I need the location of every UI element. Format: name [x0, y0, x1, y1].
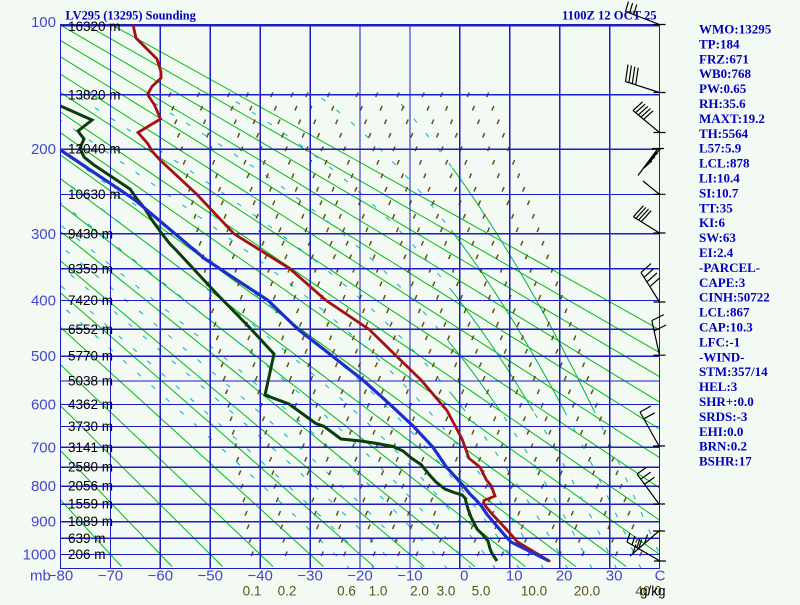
svg-text:RH:35.6: RH:35.6 — [699, 96, 746, 111]
svg-text:MAXT:19.2: MAXT:19.2 — [699, 111, 765, 126]
svg-text:0.2: 0.2 — [278, 584, 297, 599]
svg-text:EI:2.4: EI:2.4 — [699, 245, 734, 260]
svg-text:7420 m: 7420 m — [68, 293, 113, 308]
svg-text:EHI:0.0: EHI:0.0 — [699, 424, 743, 439]
svg-text:SRDS:-3: SRDS:-3 — [699, 409, 748, 424]
svg-text:LFC:-1: LFC:-1 — [699, 334, 740, 349]
svg-text:1089 m: 1089 m — [68, 514, 113, 529]
svg-text:10: 10 — [506, 568, 523, 585]
svg-text:WMO:13295: WMO:13295 — [699, 22, 772, 37]
svg-text:2.0: 2.0 — [410, 584, 429, 599]
svg-text:FRZ:671: FRZ:671 — [699, 51, 749, 66]
svg-text:−20: −20 — [347, 568, 372, 585]
svg-text:−60: −60 — [148, 568, 173, 585]
svg-text:800: 800 — [31, 478, 56, 495]
svg-text:CINH:50722: CINH:50722 — [699, 290, 770, 305]
svg-text:PW:0.65: PW:0.65 — [699, 81, 747, 96]
svg-text:9430 m: 9430 m — [68, 226, 113, 241]
svg-text:C: C — [655, 568, 666, 585]
svg-text:mb: mb — [30, 568, 51, 585]
svg-text:10630 m: 10630 m — [68, 187, 121, 202]
svg-text:3.0: 3.0 — [437, 584, 456, 599]
svg-text:-WIND-: -WIND- — [699, 349, 745, 364]
svg-text:0.6: 0.6 — [337, 584, 356, 599]
svg-text:5.0: 5.0 — [472, 584, 491, 599]
svg-text:8359 m: 8359 m — [68, 261, 113, 276]
svg-text:16320 m: 16320 m — [68, 19, 121, 34]
svg-text:CAP:10.3: CAP:10.3 — [699, 320, 753, 335]
svg-text:13820 m: 13820 m — [68, 87, 121, 102]
svg-text:TT:35: TT:35 — [699, 200, 733, 215]
svg-text:100: 100 — [31, 14, 56, 31]
svg-text:L57:5.9: L57:5.9 — [699, 141, 742, 156]
svg-text:1000: 1000 — [23, 546, 56, 563]
svg-text:600: 600 — [31, 396, 56, 413]
svg-text:CAPE:3: CAPE:3 — [699, 275, 746, 290]
svg-text:2056 m: 2056 m — [68, 479, 113, 494]
svg-text:g/kg: g/kg — [640, 584, 666, 599]
svg-text:BRN:0.2: BRN:0.2 — [699, 439, 747, 454]
svg-text:0: 0 — [460, 568, 468, 585]
svg-text:−40: −40 — [247, 568, 272, 585]
svg-text:6552 m: 6552 m — [68, 322, 113, 337]
svg-text:SW:63: SW:63 — [699, 230, 736, 245]
svg-text:30: 30 — [606, 568, 623, 585]
svg-text:−10: −10 — [397, 568, 422, 585]
svg-text:SI:10.7: SI:10.7 — [699, 185, 739, 200]
svg-text:40.0: 40.0 — [635, 584, 661, 599]
svg-text:200: 200 — [31, 141, 56, 158]
svg-text:700: 700 — [31, 439, 56, 456]
svg-text:639 m: 639 m — [68, 531, 106, 546]
svg-text:SHR+:0.0: SHR+:0.0 — [699, 394, 754, 409]
svg-text:3730 m: 3730 m — [68, 419, 113, 434]
svg-text:-PARCEL-: -PARCEL- — [699, 260, 760, 275]
svg-text:500: 500 — [31, 348, 56, 365]
svg-text:TH:5564: TH:5564 — [699, 126, 749, 141]
svg-text:−50: −50 — [198, 568, 223, 585]
svg-text:900: 900 — [31, 514, 56, 531]
svg-text:0.1: 0.1 — [243, 584, 262, 599]
svg-text:20: 20 — [556, 568, 573, 585]
svg-text:LCL:867: LCL:867 — [699, 305, 750, 320]
svg-text:WB0:768: WB0:768 — [699, 66, 752, 81]
svg-text:5770 m: 5770 m — [68, 349, 113, 364]
svg-text:LV295 (13295) Sounding: LV295 (13295) Sounding — [66, 9, 197, 23]
svg-text:LCL:878: LCL:878 — [699, 156, 750, 171]
svg-text:1.0: 1.0 — [369, 584, 388, 599]
svg-text:1559 m: 1559 m — [68, 497, 113, 512]
svg-text:−70: −70 — [98, 568, 123, 585]
svg-text:10.0: 10.0 — [521, 584, 547, 599]
svg-text:206 m: 206 m — [68, 547, 106, 562]
svg-text:−30: −30 — [297, 568, 322, 585]
svg-text:TP:184: TP:184 — [699, 36, 740, 51]
svg-text:12040 m: 12040 m — [68, 142, 121, 157]
svg-text:STM:357/14: STM:357/14 — [699, 364, 768, 379]
svg-text:300: 300 — [31, 226, 56, 243]
svg-text:KI:6: KI:6 — [699, 215, 726, 230]
svg-text:BSHR:17: BSHR:17 — [699, 454, 752, 469]
svg-text:3141 m: 3141 m — [68, 440, 113, 455]
svg-text:−80: −80 — [48, 568, 73, 585]
svg-text:2580 m: 2580 m — [68, 460, 113, 475]
svg-text:1100Z 12 OCT 25: 1100Z 12 OCT 25 — [562, 9, 657, 23]
svg-text:HEL:3: HEL:3 — [699, 379, 738, 394]
svg-text:400: 400 — [31, 292, 56, 309]
svg-text:20.0: 20.0 — [574, 584, 600, 599]
svg-text:4362 m: 4362 m — [68, 397, 113, 412]
svg-text:5038 m: 5038 m — [68, 373, 113, 388]
svg-text:LI:10.4: LI:10.4 — [699, 171, 740, 186]
